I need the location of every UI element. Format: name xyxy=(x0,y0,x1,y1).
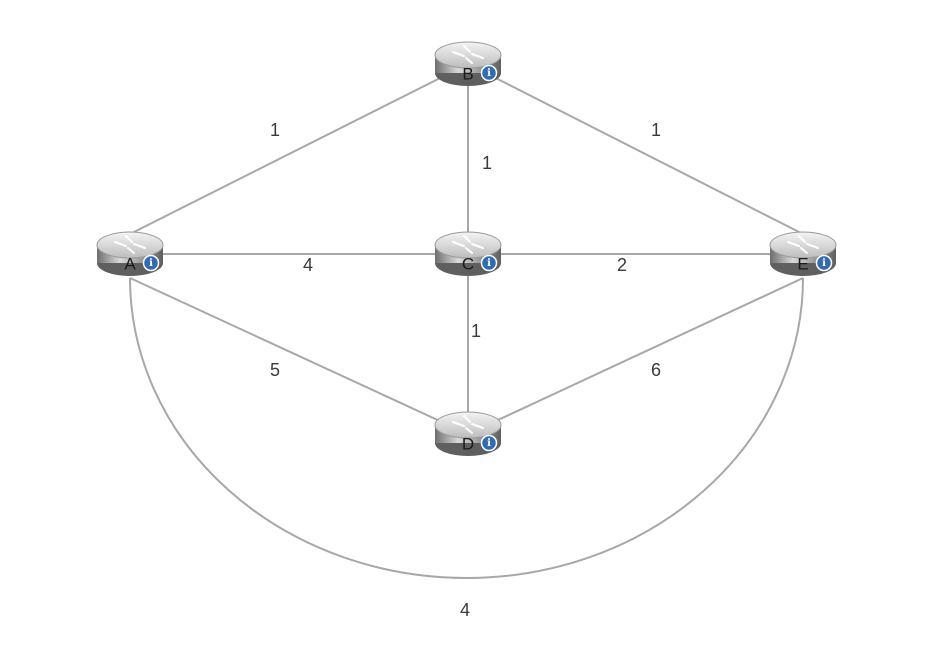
cost-labels: 1 1 1 4 2 1 5 6 4 xyxy=(270,120,661,620)
svg-text:i: i xyxy=(487,438,491,449)
cost-label-c-e: 2 xyxy=(617,255,627,275)
links-layer xyxy=(129,63,804,579)
svg-text:i: i xyxy=(487,68,491,79)
link-a-b[interactable] xyxy=(129,63,469,235)
cost-label-b-e: 1 xyxy=(651,120,661,140)
cost-label-d-e: 6 xyxy=(651,360,661,380)
router-d[interactable]: D i xyxy=(434,411,502,456)
cost-label-a-d: 5 xyxy=(270,360,280,380)
info-icon[interactable]: i xyxy=(480,254,498,272)
router-label: E xyxy=(797,254,808,273)
router-label: C xyxy=(462,254,474,273)
info-icon[interactable]: i xyxy=(815,254,833,272)
svg-text:i: i xyxy=(487,258,491,269)
svg-text:i: i xyxy=(822,258,826,269)
link-a-e[interactable] xyxy=(129,277,804,579)
cost-label-c-d: 1 xyxy=(471,321,481,341)
cost-label-a-e: 4 xyxy=(460,600,470,620)
router-a[interactable]: A i xyxy=(96,231,164,276)
info-icon[interactable]: i xyxy=(480,64,498,82)
info-icon[interactable]: i xyxy=(142,254,160,272)
info-icon[interactable]: i xyxy=(480,434,498,452)
router-label: B xyxy=(462,64,473,83)
svg-text:i: i xyxy=(149,258,153,269)
router-e[interactable]: E i xyxy=(769,231,837,276)
router-c[interactable]: C i xyxy=(434,231,502,276)
cost-label-b-c: 1 xyxy=(482,153,492,173)
link-d-e[interactable] xyxy=(467,277,804,435)
cost-label-a-c: 4 xyxy=(303,255,313,275)
router-label: D xyxy=(462,434,474,453)
router-label: A xyxy=(124,254,136,273)
link-a-d[interactable] xyxy=(129,277,469,435)
router-b[interactable]: B i xyxy=(434,41,502,86)
link-b-e[interactable] xyxy=(467,63,804,235)
cost-label-a-b: 1 xyxy=(270,120,280,140)
